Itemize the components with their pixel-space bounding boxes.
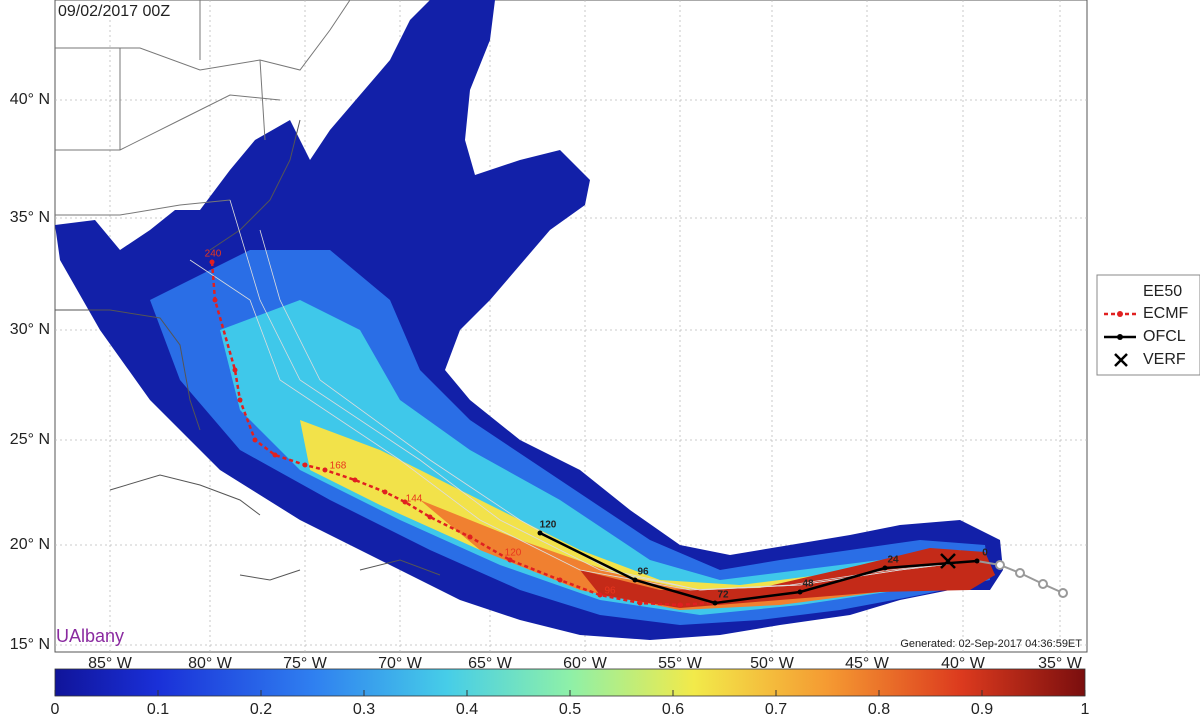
colorbar-tick-label: 0.3	[353, 701, 375, 716]
ecmf-hour-label: 144	[406, 494, 423, 505]
colorbar-tick-label: 0.4	[456, 701, 478, 716]
lat-label: 25° N	[10, 431, 50, 448]
ecmf-point	[467, 534, 473, 540]
ofcl-point	[712, 600, 718, 606]
lon-label: 50° W	[750, 655, 795, 672]
lat-label: 15° N	[10, 636, 50, 653]
lat-label: 40° N	[10, 91, 50, 108]
coastlines	[55, 0, 441, 581]
swath-yellow	[300, 420, 980, 608]
ecmf-point	[232, 367, 238, 373]
generated-stamp: Generated: 02-Sep-2017 04:36:59ET	[900, 638, 1082, 650]
lon-label: 60° W	[563, 655, 608, 672]
lon-label: 45° W	[845, 655, 890, 672]
ecmf-point	[507, 557, 513, 563]
ofcl-point	[537, 530, 543, 536]
ofcl-hour-label: 48	[802, 579, 814, 590]
ofcl-hour-label: 0	[982, 548, 988, 559]
lon-label: 70° W	[378, 655, 423, 672]
legend-label: ECMF	[1143, 305, 1189, 322]
legend-ofcl-dot	[1117, 334, 1123, 340]
legend: EE50 ECMF OFCL VERF	[1104, 283, 1189, 368]
ecmf-point	[252, 437, 258, 443]
map-title: 09/02/2017 00Z	[58, 3, 170, 20]
ecmf-point	[302, 462, 308, 468]
ofcl-point	[974, 558, 980, 564]
verification-point	[1038, 579, 1048, 589]
ofcl-point	[882, 565, 888, 571]
legend-verf-marker	[1114, 353, 1128, 367]
legend-label: EE50	[1143, 283, 1182, 300]
legend-ecmf-dot	[1117, 311, 1123, 317]
ecmf-point	[557, 577, 563, 583]
ecmf-point	[677, 602, 683, 608]
colorbar-tick-label: 0.8	[868, 701, 890, 716]
ecmf-point	[402, 499, 408, 505]
lon-label: 35° W	[1038, 655, 1083, 672]
ofcl-hour-label: 72	[717, 590, 729, 601]
credit: UAlbany	[56, 626, 124, 646]
verification-point	[1015, 568, 1025, 578]
ecmf-point	[382, 489, 388, 495]
colorbar-tick-label: 0.7	[765, 701, 787, 716]
colorbar-tick-label: 0.9	[971, 701, 993, 716]
ofcl-hour-label: 120	[540, 520, 557, 531]
legend-label: OFCL	[1143, 328, 1186, 345]
ecmf-point	[352, 477, 358, 483]
legend-label: VERF	[1143, 351, 1186, 368]
swath-outer	[55, 0, 1003, 640]
ofcl-point	[632, 577, 638, 583]
colorbar-tick-label: 0.6	[662, 701, 684, 716]
colorbar-tick-label: 0.2	[250, 701, 272, 716]
ofcl-track	[539, 531, 978, 605]
ecmf-point	[237, 397, 243, 403]
ofcl-hour-label: 96	[637, 567, 649, 578]
ecmf-point	[209, 259, 215, 265]
lat-label: 35° N	[10, 209, 50, 226]
lat-label: 20° N	[10, 536, 50, 553]
verification-point	[1058, 588, 1068, 598]
ecmf-point	[212, 297, 218, 303]
lon-label: 85° W	[88, 655, 133, 672]
ecmf-hour-label: 240	[205, 249, 222, 260]
colorbar-tick-label: 0	[51, 701, 60, 716]
lon-label: 80° W	[188, 655, 233, 672]
ecmf-point	[427, 514, 433, 520]
lon-label: 75° W	[283, 655, 328, 672]
lon-label: 55° W	[658, 655, 703, 672]
ensemble-member	[189, 259, 976, 591]
verification-point	[995, 560, 1005, 570]
ecmf-point	[637, 600, 643, 606]
colorbar-tick-label: 0.1	[147, 701, 169, 716]
colorbar-tick-label: 1	[1081, 701, 1090, 716]
ecmf-point	[597, 592, 603, 598]
lat-label: 30° N	[10, 321, 50, 338]
lon-label: 40° W	[941, 655, 986, 672]
colorbar-ticks: 0 0.1 0.2 0.3 0.4 0.5 0.6 0.7 0.8 0.9 1	[51, 690, 1090, 716]
ofcl-hour-label: 24	[887, 555, 899, 566]
ecmf-point	[272, 452, 278, 458]
ecmf-point	[322, 467, 328, 473]
legend-box	[1096, 274, 1200, 376]
lon-label: 65° W	[468, 655, 513, 672]
ofcl-point	[797, 589, 803, 595]
ecmf-hour-label: 168	[330, 461, 347, 472]
verf-marker	[940, 553, 956, 569]
colorbar-tick-label: 0.5	[559, 701, 581, 716]
ecmf-hour-label: 120	[505, 548, 522, 559]
ecmf-hour-label: 96	[604, 586, 616, 597]
